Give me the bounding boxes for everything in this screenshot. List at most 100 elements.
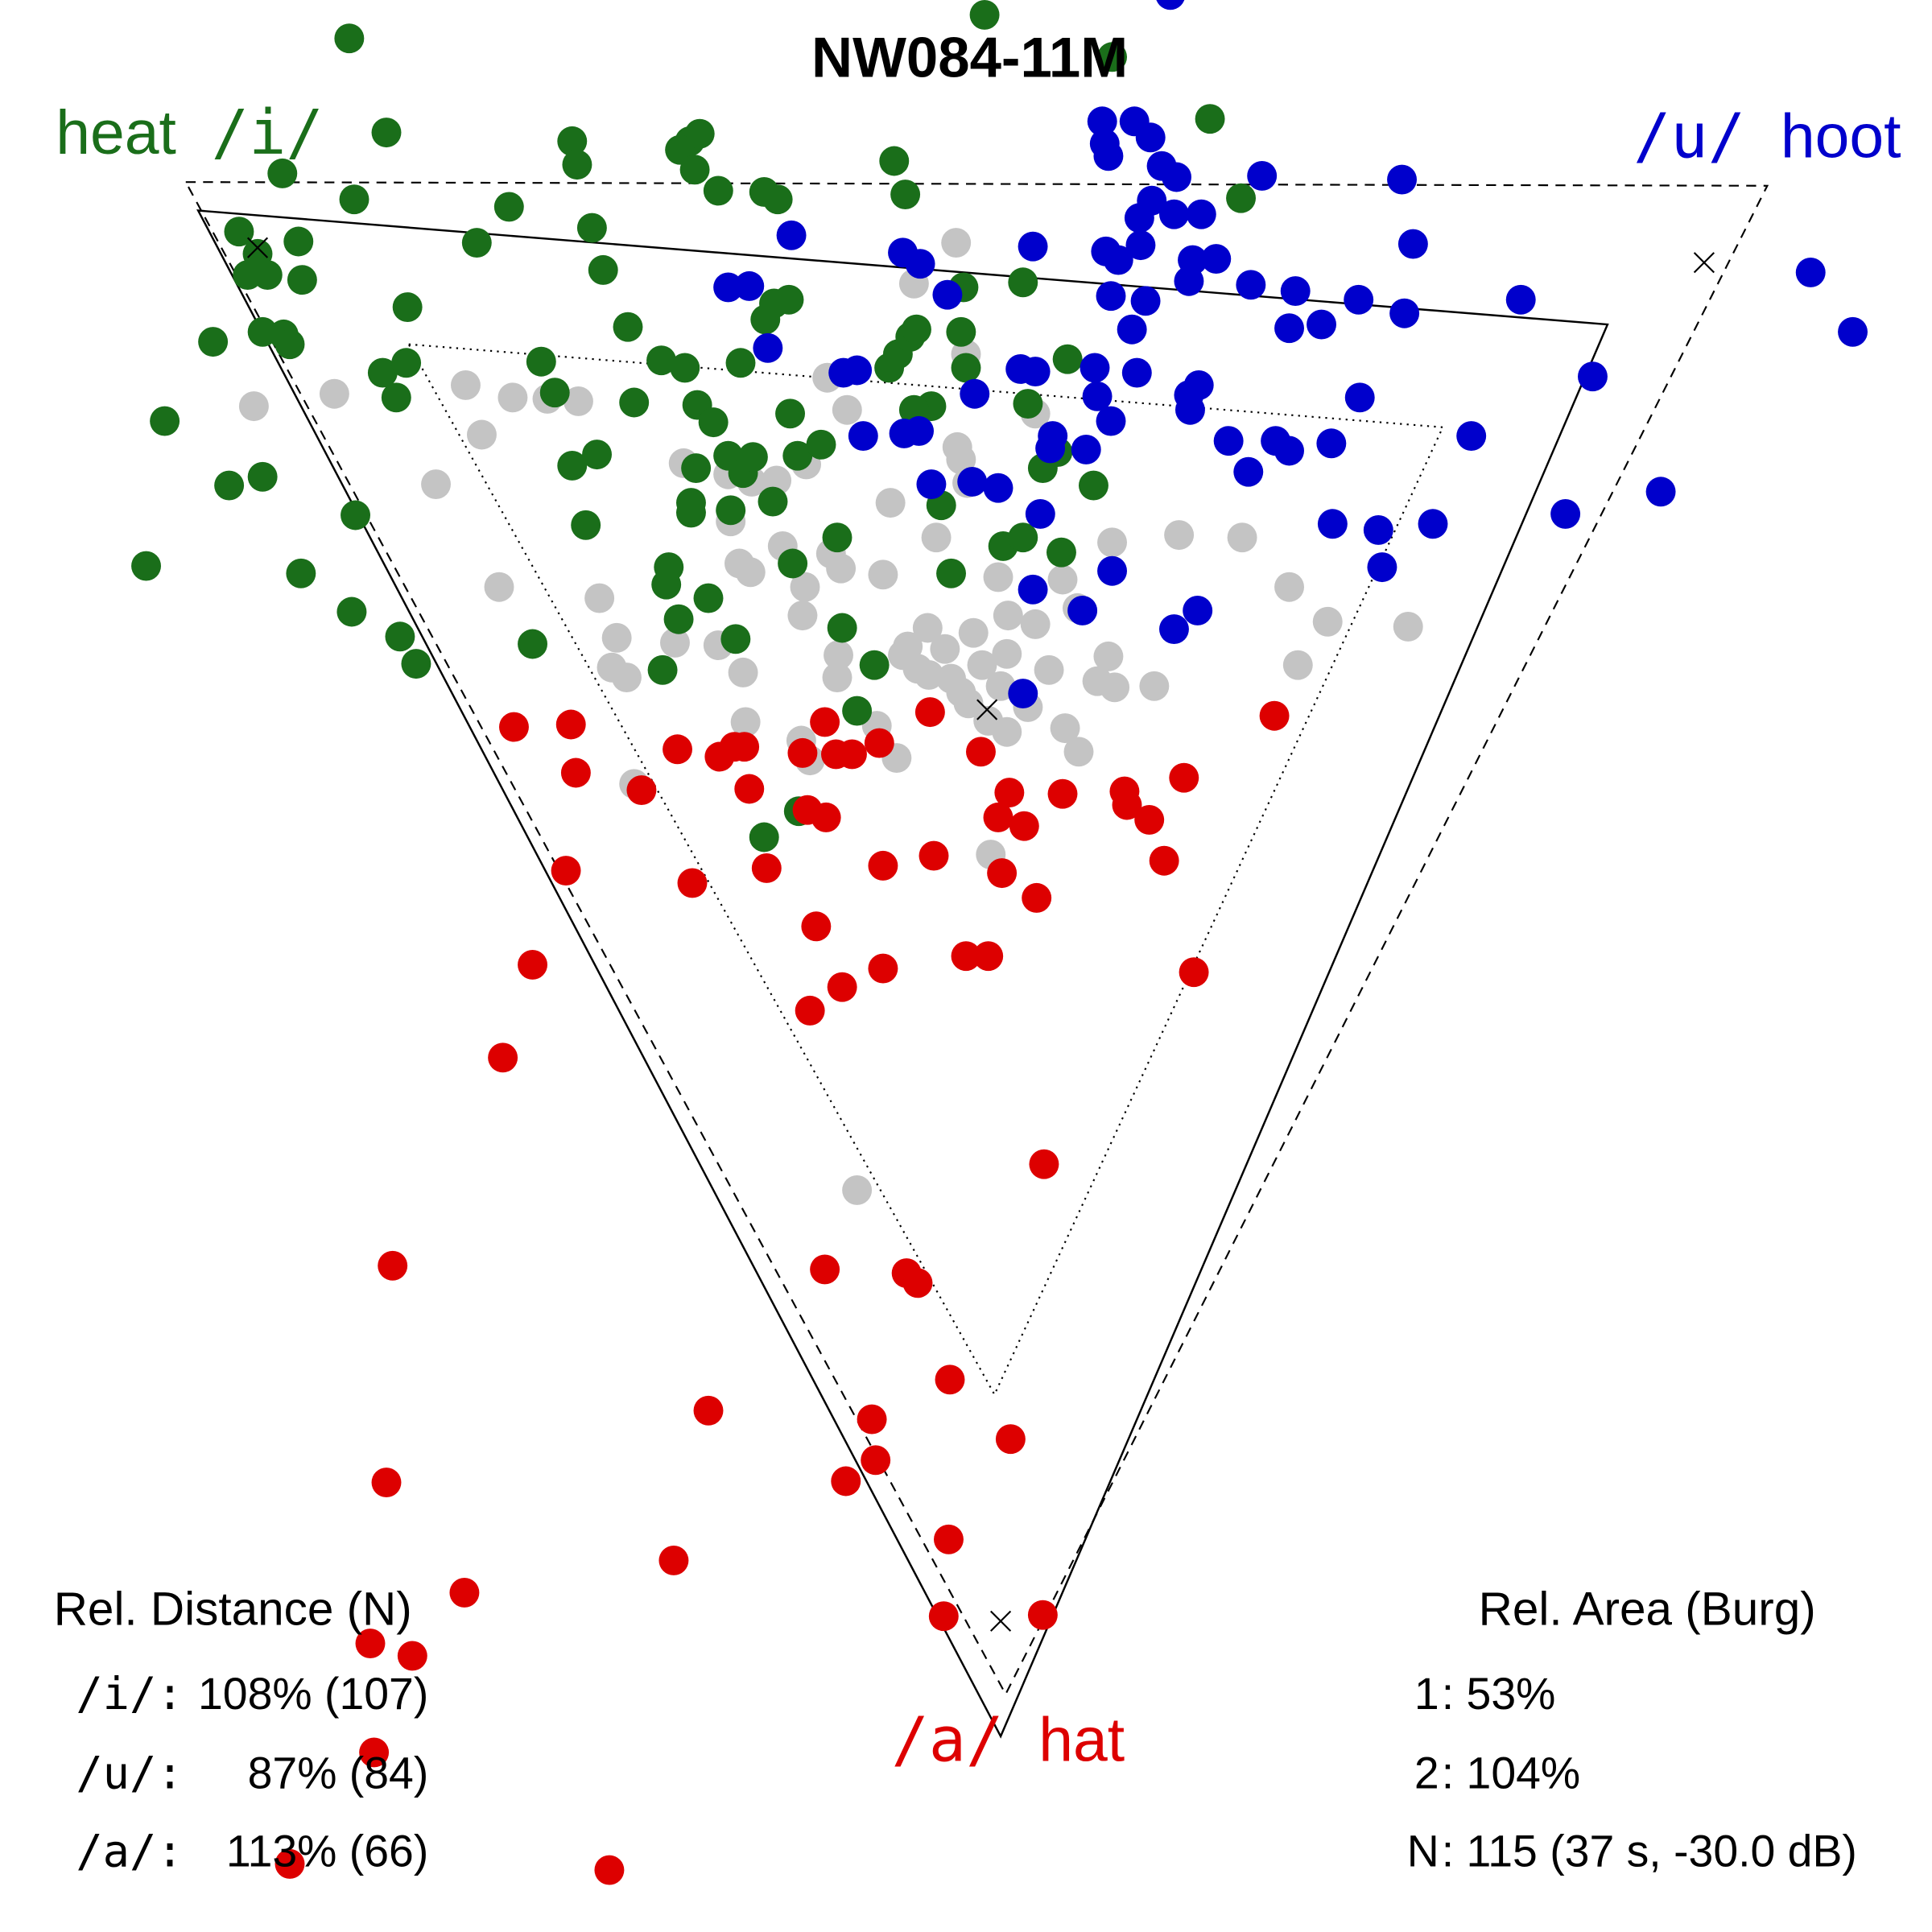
point-a — [831, 1466, 861, 1496]
point-u — [1130, 286, 1161, 316]
point-u — [1018, 574, 1048, 605]
stats-left-symbol-u: /u/: — [76, 1748, 183, 1800]
corner-word-u: hoot — [1781, 101, 1901, 171]
point-a — [994, 778, 1025, 808]
point-unclassified — [1227, 522, 1257, 553]
point-u — [1018, 231, 1048, 262]
corner-symbol-i: /i/ — [212, 97, 324, 169]
point-i — [275, 329, 305, 360]
point-unclassified — [467, 419, 497, 450]
stats-left-symbol-a: /a/: — [76, 1826, 183, 1877]
point-u — [1274, 436, 1304, 466]
point-i — [336, 597, 367, 627]
point-u — [1035, 433, 1066, 464]
point-unclassified — [601, 622, 632, 653]
point-unclassified — [1274, 572, 1304, 602]
point-a — [1112, 790, 1142, 820]
point-unclassified — [1063, 737, 1094, 767]
point-unclassified — [941, 228, 972, 258]
point-unclassified — [564, 386, 593, 416]
stats-right-rows: 1 : 53% 2 : 104% N : 115 (37 s, -30.0 dB… — [1407, 1669, 1857, 1876]
point-u — [1795, 258, 1826, 287]
point-u — [1363, 515, 1393, 545]
centroid-marker — [990, 1610, 1012, 1632]
point-u — [1201, 244, 1232, 274]
point-unclassified — [1097, 527, 1127, 558]
point-a — [827, 972, 857, 1002]
point-i — [613, 312, 643, 342]
point-u — [957, 467, 988, 497]
point-i — [339, 184, 369, 215]
corner-label-u: /u/ hoot — [1633, 101, 1901, 172]
point-unclassified — [1312, 606, 1343, 637]
point-a — [1009, 811, 1039, 841]
point-u — [1020, 357, 1051, 386]
point-i — [969, 0, 1000, 30]
point-a — [966, 737, 996, 767]
point-i — [716, 495, 746, 526]
point-unclassified — [826, 553, 857, 584]
point-u — [776, 220, 807, 250]
scatter-points — [131, 0, 1868, 1885]
point-a — [734, 774, 765, 804]
point-unclassified — [612, 663, 642, 692]
point-unclassified — [319, 378, 349, 409]
point-i — [879, 146, 910, 176]
point-unclassified — [1164, 520, 1195, 551]
point-unclassified — [1050, 713, 1080, 744]
point-i — [214, 470, 245, 501]
point-a — [1259, 700, 1290, 731]
stats-right-value-1: : 53% — [1442, 1669, 1556, 1719]
point-i — [341, 500, 370, 530]
point-i — [936, 558, 966, 588]
point-i — [392, 292, 423, 322]
point-unclassified — [993, 601, 1023, 631]
point-i — [890, 180, 921, 209]
point-i — [283, 226, 314, 257]
point-a — [275, 1848, 305, 1879]
point-a — [810, 1254, 840, 1285]
point-a — [868, 953, 898, 984]
stats-left-value-a: 113% (66) — [226, 1826, 428, 1876]
point-u — [1578, 361, 1608, 392]
point-unclassified — [497, 382, 528, 413]
corner-symbol-u: /u/ — [1633, 101, 1745, 172]
point-i — [562, 150, 592, 180]
point-a — [928, 1601, 959, 1632]
triangle-dotted — [407, 343, 1444, 1397]
centroid-marker — [246, 237, 269, 258]
corner-label-a: /a/ hat — [891, 1705, 1125, 1777]
point-i — [775, 398, 805, 429]
point-u — [734, 270, 765, 301]
point-i — [381, 382, 411, 413]
point-u — [1162, 162, 1191, 192]
point-a — [658, 1546, 689, 1575]
point-unclassified — [1082, 666, 1113, 696]
point-i — [663, 604, 694, 634]
point-u — [1389, 298, 1420, 328]
point-a — [560, 758, 591, 788]
point-u — [904, 415, 934, 446]
point-u — [1082, 381, 1113, 411]
point-unclassified — [584, 583, 615, 613]
point-i — [720, 624, 751, 654]
point-unclassified — [238, 391, 269, 422]
triangle-dashed — [184, 181, 1769, 1696]
point-i — [150, 406, 180, 436]
point-u — [848, 421, 878, 451]
point-unclassified — [868, 559, 898, 590]
point-a — [810, 707, 840, 737]
point-unclassified — [790, 572, 820, 602]
point-i — [859, 650, 890, 680]
point-u — [1186, 199, 1216, 229]
point-a — [987, 858, 1018, 889]
point-i — [703, 175, 733, 206]
point-u — [1156, 0, 1185, 10]
point-unclassified — [787, 601, 818, 631]
point-a — [729, 732, 760, 762]
point-a — [1027, 1600, 1058, 1630]
point-a — [934, 1524, 964, 1554]
point-i — [461, 228, 492, 258]
point-i — [557, 451, 588, 481]
